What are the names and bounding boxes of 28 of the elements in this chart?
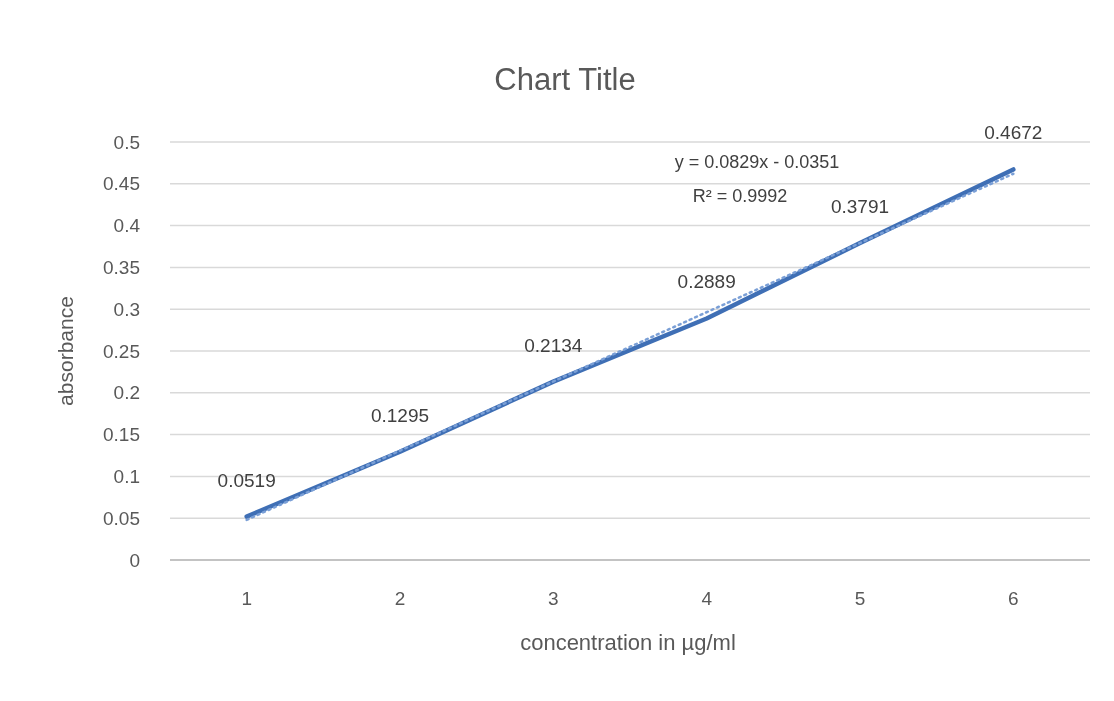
annotation: R² = 0.9992: [692, 186, 788, 206]
x-axis-title: concentration in µg/ml: [520, 630, 736, 655]
x-tick-label: 2: [394, 588, 406, 609]
data-label: 0.3791: [830, 196, 890, 218]
annotation: y = 0.0829x - 0.0351: [674, 152, 840, 172]
data-label: 0.4672: [984, 122, 1043, 144]
data-label: 0.1295: [370, 404, 430, 426]
data-label: 0.2134: [524, 334, 583, 356]
x-tick-label: 4: [701, 588, 713, 609]
data-label: 0.2889: [677, 271, 736, 293]
y-tick-label: 0.1: [113, 466, 140, 488]
data-label: 0.0519: [217, 469, 276, 491]
y-tick-label: 0.5: [113, 131, 140, 153]
x-tick-label: 1: [241, 588, 252, 609]
y-tick-label: 0.4: [113, 215, 141, 237]
y-tick-label: 0.35: [103, 257, 140, 279]
x-tick-label: 6: [1008, 588, 1019, 609]
x-tick-label: 5: [854, 588, 866, 609]
y-tick-label: 0: [129, 549, 140, 571]
y-axis-title: absorbance: [54, 296, 77, 406]
y-tick-label: 0.3: [113, 298, 140, 320]
chart-title: Chart Title: [494, 62, 636, 97]
y-tick-label: 0.45: [103, 173, 140, 195]
y-tick-label: 0.15: [103, 424, 140, 446]
x-tick-label: 3: [548, 588, 559, 609]
y-tick-label: 0.25: [103, 340, 140, 362]
y-tick-label: 0.05: [103, 507, 140, 529]
y-tick-label: 0.2: [113, 382, 140, 404]
